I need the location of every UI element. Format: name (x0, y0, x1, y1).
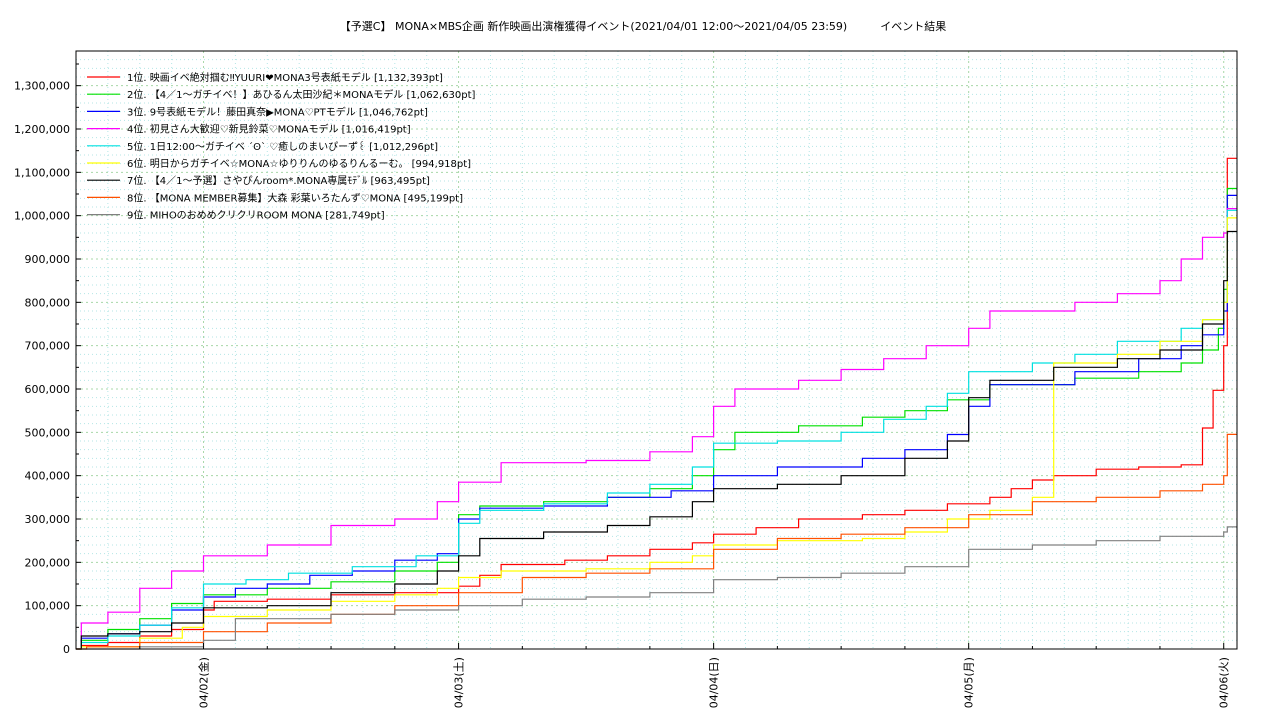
y-tick-label: 200,000 (25, 556, 71, 569)
axes: 0 100,000 200,000 300,000 400,000 500,000 600,… (14, 63, 1231, 708)
y-tick-label: 100,000 (25, 600, 71, 613)
series-line-6 (76, 217, 1237, 650)
legend-label-7: 7位. 【4／1〜予選】さやぴんroom*.MONA専属ﾓﾃﾞﾙ [963,49… (127, 174, 430, 187)
y-tick-label: 600,000 (25, 383, 71, 396)
x-tick-label: 04/06(火) (1218, 657, 1231, 708)
y-tick-label: 1,000,000 (14, 210, 70, 223)
series-line-1 (76, 157, 1237, 650)
y-tick-label: 800,000 (25, 296, 71, 309)
y-tick-label: 1,200,000 (14, 123, 70, 136)
y-tick-label: 1,100,000 (14, 166, 70, 179)
y-tick-label: 0 (63, 643, 70, 656)
legend-label-9: 9位. MIHOのおめめクリクリROOM MONA [281,749pt] (127, 209, 385, 222)
x-tick-label: 04/03(土) (453, 657, 466, 708)
series-line-4 (76, 208, 1237, 650)
y-tick-label: 700,000 (25, 340, 71, 353)
grid-lines (75, 51, 1237, 649)
legend: 1位. 映画イベ絶対掴む‼YUURI❤MONA3号表紙モデル [1,132,39… (87, 71, 476, 222)
y-tick-label: 900,000 (25, 253, 71, 266)
legend-label-2: 2位. 【4／1〜ガチイベ！】あひるん太田沙紀＊MONAモデル [1,062,6… (127, 88, 476, 101)
y-tick-label: 400,000 (25, 470, 71, 483)
x-tick-label: 04/02(金) (197, 657, 211, 708)
legend-label-6: 6位. 明日からガチイベ☆MONA☆ゆりりんのゆるりんるーむ。 [994,918… (127, 157, 471, 170)
series-lines (76, 157, 1237, 650)
plot-frame (75, 50, 1238, 650)
y-tick-label: 300,000 (25, 513, 71, 526)
x-tick-label: 04/05(月) (963, 657, 976, 708)
legend-label-1: 1位. 映画イベ絶対掴む‼YUURI❤MONA3号表紙モデル [1,132,39… (127, 71, 443, 84)
legend-label-5: 5位. 1日12:00〜ガチイベ ´ʘ` ♡癒しのまいぴーず꒰ [1,012,2… (127, 140, 438, 153)
series-line-8 (76, 433, 1237, 650)
y-tick-label: 500,000 (25, 426, 71, 439)
series-line-9 (76, 526, 1237, 650)
series-line-7 (76, 230, 1237, 650)
legend-label-8: 8位. 【MONA MEMBER募集】大森 彩葉いろたんず♡MONA [495,… (127, 191, 463, 204)
legend-label-4: 4位. 初見さん大歓迎♡新見鈴菜♡MONAモデル [1,016,419pt] (127, 123, 411, 136)
y-tick-label: 1,300,000 (14, 80, 70, 93)
series-line-5 (76, 209, 1237, 650)
series-line-3 (76, 194, 1237, 650)
legend-label-3: 3位. 9号表紙モデル！藤田真奈▶MONA♡PTモデル [1,046,762pt… (127, 105, 428, 118)
chart-title: 【予選C】 MONA×MBS企画 新作映画出演権獲得イベント(2021/04/0… (340, 19, 946, 33)
x-tick-label: 04/04(日) (708, 657, 721, 708)
